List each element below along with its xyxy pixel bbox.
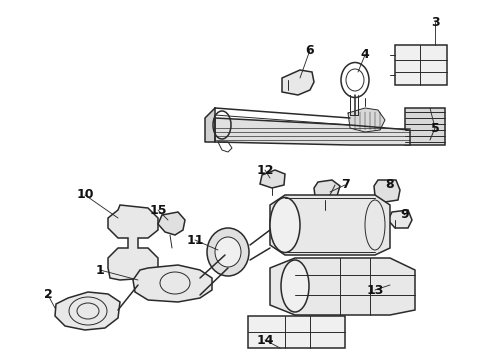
Text: 5: 5	[431, 122, 440, 135]
Text: 7: 7	[341, 179, 349, 192]
Polygon shape	[314, 180, 340, 200]
Polygon shape	[270, 195, 390, 255]
Polygon shape	[348, 108, 385, 132]
Text: 8: 8	[386, 179, 394, 192]
Polygon shape	[388, 210, 412, 228]
Polygon shape	[205, 108, 215, 142]
Ellipse shape	[270, 198, 300, 252]
Text: 15: 15	[149, 203, 167, 216]
Polygon shape	[55, 292, 120, 330]
Polygon shape	[282, 70, 314, 95]
Text: 12: 12	[256, 163, 274, 176]
Text: 13: 13	[367, 284, 384, 297]
Polygon shape	[395, 45, 447, 85]
Polygon shape	[270, 258, 415, 315]
Text: 1: 1	[96, 264, 104, 276]
Text: 10: 10	[76, 189, 94, 202]
Text: 9: 9	[401, 208, 409, 221]
Ellipse shape	[207, 228, 249, 276]
Polygon shape	[158, 212, 185, 235]
Ellipse shape	[281, 260, 309, 312]
Polygon shape	[133, 265, 212, 302]
Polygon shape	[215, 118, 410, 145]
Text: 6: 6	[306, 44, 314, 57]
Polygon shape	[108, 205, 158, 280]
Text: 3: 3	[431, 15, 440, 28]
Text: 11: 11	[186, 234, 204, 247]
Ellipse shape	[215, 237, 241, 267]
Text: 4: 4	[361, 49, 369, 62]
Polygon shape	[248, 316, 345, 348]
Text: 14: 14	[256, 333, 274, 346]
Polygon shape	[374, 180, 400, 202]
Text: 2: 2	[44, 288, 52, 302]
Polygon shape	[405, 108, 445, 145]
Polygon shape	[260, 170, 285, 188]
